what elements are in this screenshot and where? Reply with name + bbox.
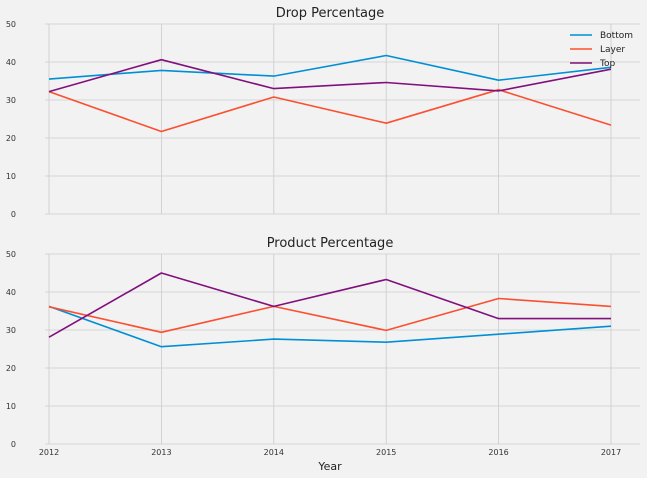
y-tick-label: 40 [6,288,16,297]
x-tick-label: 2013 [151,448,171,457]
y-tick-label: 40 [6,58,16,67]
legend-label: Bottom [600,31,633,41]
legend-label: Top [599,59,615,69]
series-line-top [48,272,611,338]
x-tick-label: 2014 [264,448,284,457]
legend: Bottom Layer Top [570,31,633,69]
y-tick-label: 10 [6,402,16,411]
series-line-bottom [48,305,612,348]
x-tick-label: 2016 [488,448,508,457]
gridlines [45,23,640,215]
x-tick-label: 2015 [376,448,396,457]
x-axis-ticks: 2012 2013 2014 2015 2016 2017 [39,448,621,457]
series-lines [48,272,612,348]
legend-label: Layer [600,45,625,55]
series-line-top [48,58,612,93]
series-line-layer [48,88,612,133]
y-tick-label: 10 [6,172,16,181]
y-tick-label: 20 [6,134,16,143]
y-axis-ticks: 0 10 20 30 40 50 [6,20,16,219]
y-tick-label: 0 [11,440,16,449]
series-line-layer [48,297,612,334]
series-line-bottom [48,54,612,81]
x-tick-label: 2012 [39,448,59,457]
y-tick-label: 50 [6,20,16,29]
chart-title: Drop Percentage [276,6,385,21]
y-tick-label: 20 [6,364,16,373]
gridlines [45,253,640,445]
x-tick-label: 2017 [601,448,621,457]
series-lines [48,54,612,133]
drop-percentage-chart: Drop Percentage 0 10 20 30 40 50 Bottom Layer T… [6,6,640,219]
chart-title: Product Percentage [267,236,394,251]
y-axis-ticks: 0 10 20 30 40 50 [6,250,16,449]
y-tick-label: 50 [6,250,16,259]
y-tick-label: 0 [11,210,16,219]
y-tick-label: 30 [6,326,16,335]
y-tick-label: 30 [6,96,16,105]
x-axis-label: Year [317,460,342,473]
